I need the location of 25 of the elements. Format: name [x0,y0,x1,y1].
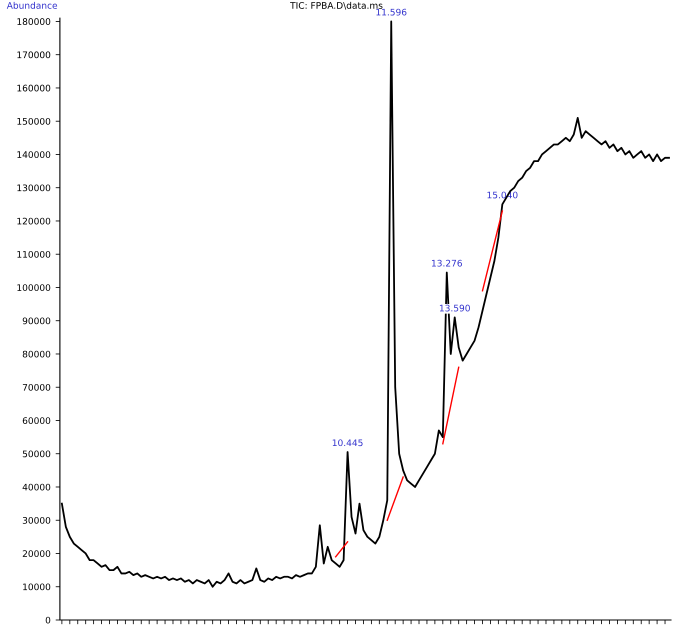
y-tick-label: 90000 [22,317,50,324]
y-tick-label: 80000 [22,350,50,358]
y-tick-label: 50000 [22,450,50,458]
y-tick-label: 70000 [22,384,50,391]
annotation: 13.276 [432,260,462,267]
y-tick-label: 60000 [22,417,50,424]
annotation: 13.590 [440,304,470,312]
y-tick-label: 40000 [22,484,50,491]
y-axis-title: Abundance [6,2,58,9]
y-tick-label: 170000 [17,51,50,58]
annotation: 11.596 [376,8,406,16]
y-tick-label: 20000 [22,550,50,558]
chart-title: TIC: FPBA.D\data.ms [290,2,382,10]
y-tick-label: 160000 [17,84,50,92]
y-tick-label: 10000 [23,583,50,590]
y-tick-label: 30000 [22,516,50,524]
y-tick-label: 0 [46,616,50,624]
y-tick-label: 130000 [17,184,50,192]
y-tick-label: 150000 [17,118,50,125]
y-tick-label: 100000 [17,284,50,292]
y-tick-label: 140000 [17,151,50,158]
y-tick-label: 180000 [17,18,50,26]
y-tick-label: 110000 [17,250,50,258]
annotation: 10.445 [332,439,363,446]
y-tick-label: 120000 [17,218,50,225]
